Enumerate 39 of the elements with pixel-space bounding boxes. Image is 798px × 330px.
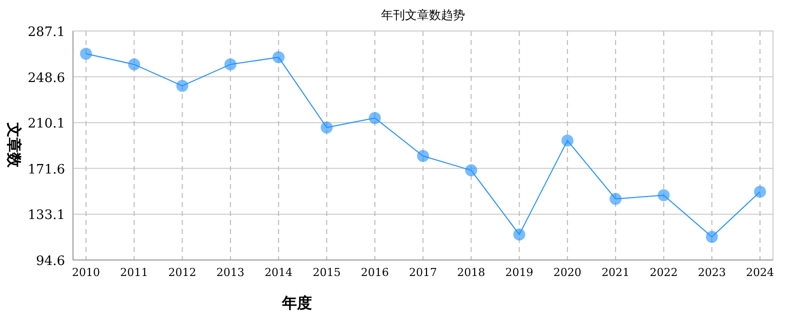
point xyxy=(561,134,574,147)
point xyxy=(272,51,285,64)
point xyxy=(513,228,526,241)
x-tick-label: 2018 xyxy=(457,266,486,279)
x-tick-label: 2010 xyxy=(72,266,100,279)
y-tick-label: 210.1 xyxy=(28,116,65,132)
x-tick-label: 2019 xyxy=(505,266,534,279)
point xyxy=(465,164,478,176)
x-tick-label: 2020 xyxy=(553,266,582,279)
x-tick-label: 2016 xyxy=(360,266,389,279)
point xyxy=(754,186,766,198)
x-tick-label: 2024 xyxy=(746,266,774,279)
y-tick-label: 133.1 xyxy=(28,208,65,224)
point xyxy=(417,150,429,162)
x-tick-label: 2017 xyxy=(409,266,437,279)
point xyxy=(706,230,718,243)
x-tick-label: 2013 xyxy=(216,266,244,279)
point xyxy=(610,192,622,205)
point xyxy=(368,112,381,124)
point xyxy=(320,121,333,134)
y-tick-label: 248.6 xyxy=(28,70,65,86)
y-tick-label: 287.1 xyxy=(28,25,65,40)
point xyxy=(224,58,236,70)
point xyxy=(658,189,670,202)
y-axis-title: 文章数 xyxy=(5,122,23,168)
x-tick-label: 2023 xyxy=(698,266,726,279)
point xyxy=(128,58,140,70)
chart-title: 年刊文章数趋势 xyxy=(381,8,465,22)
x-tick-label: 2012 xyxy=(168,266,196,279)
x-tick-label: 2022 xyxy=(650,266,678,279)
x-axis-title: 年度 xyxy=(281,294,312,312)
y-tick-label: 171.6 xyxy=(28,162,65,178)
point xyxy=(176,80,188,92)
y-tick-label: 94.6 xyxy=(36,254,65,269)
point xyxy=(80,48,92,60)
x-tick-label: 2015 xyxy=(312,266,341,279)
x-tick-label: 2014 xyxy=(264,266,293,279)
x-tick-label: 2021 xyxy=(602,266,630,279)
x-tick-label: 2011 xyxy=(120,266,148,279)
